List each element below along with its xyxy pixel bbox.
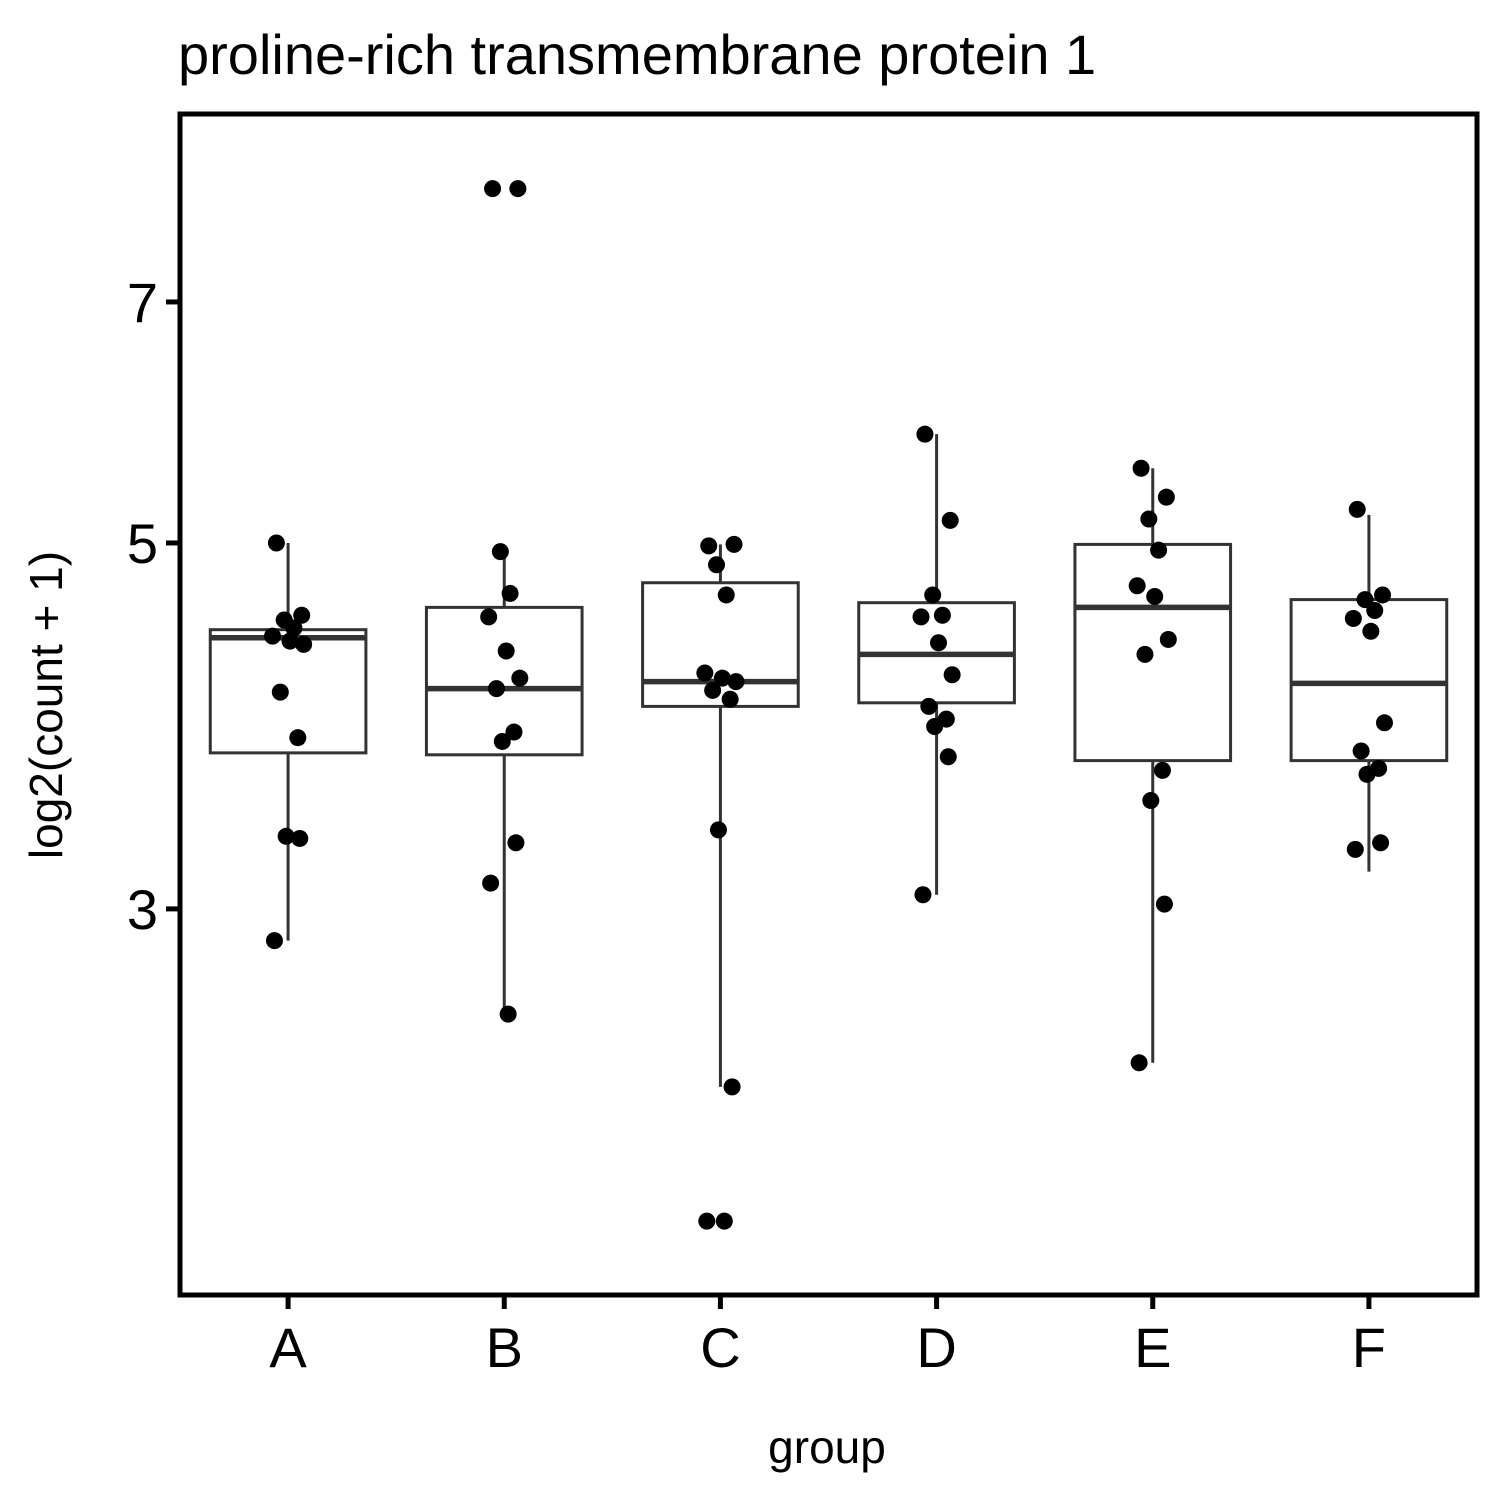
plot-marks: [208, 180, 1449, 1230]
data-point-F: [1372, 834, 1390, 852]
y-tick-label: 5: [127, 512, 158, 575]
data-point-D: [920, 697, 938, 715]
data-point-B: [499, 1005, 517, 1023]
y-tick-label: 3: [127, 878, 158, 941]
data-point-C: [721, 690, 739, 708]
data-point-E: [1159, 630, 1177, 648]
x-tick-label: D: [916, 1316, 956, 1379]
data-point-C: [725, 535, 743, 553]
box-C: [641, 581, 800, 708]
data-point-D: [930, 634, 948, 652]
data-point-B: [505, 723, 523, 741]
data-point-C: [709, 821, 727, 839]
data-point-A: [291, 829, 309, 847]
data-point-B: [511, 669, 529, 687]
data-point-C: [700, 537, 718, 555]
data-point-A: [285, 619, 303, 637]
data-point-F: [1375, 714, 1393, 732]
data-point-D: [941, 511, 959, 529]
data-point-A: [265, 932, 283, 950]
x-tick-label: F: [1352, 1316, 1386, 1379]
data-point-C: [717, 586, 735, 604]
data-point-C: [727, 673, 745, 691]
data-point-D: [914, 886, 932, 904]
data-point-A: [293, 606, 311, 624]
data-point-B: [501, 584, 519, 602]
data-point-F: [1352, 742, 1370, 760]
data-point-F: [1358, 765, 1376, 783]
x-tick-label: E: [1134, 1316, 1171, 1379]
data-point-E: [1155, 895, 1173, 913]
chart-title: proline-rich transmembrane protein 1: [178, 23, 1096, 86]
data-point-E: [1157, 488, 1175, 506]
data-point-D: [916, 425, 934, 443]
data-point-F: [1366, 602, 1384, 620]
data-point-C: [698, 1212, 716, 1230]
data-point-F: [1348, 500, 1366, 518]
data-point-B: [482, 874, 500, 892]
x-tick-label: C: [700, 1316, 740, 1379]
data-point-D: [933, 606, 951, 624]
data-point-B: [491, 543, 509, 561]
data-point-E: [1140, 510, 1158, 528]
x-axis-title: group: [768, 1421, 886, 1473]
data-point-A: [277, 827, 295, 845]
data-point-E: [1128, 577, 1146, 595]
data-point-A: [267, 534, 285, 552]
data-point-C: [704, 681, 722, 699]
data-point-C: [713, 669, 731, 687]
data-point-B: [497, 642, 515, 660]
data-point-E: [1130, 1054, 1148, 1072]
data-point-B: [509, 180, 527, 198]
data-point-C: [715, 1212, 733, 1230]
data-point-D: [943, 666, 961, 684]
data-point-F: [1362, 622, 1380, 640]
data-point-C: [708, 556, 726, 574]
data-point-C: [696, 664, 714, 682]
data-point-B: [484, 180, 502, 198]
data-point-F: [1346, 840, 1364, 858]
data-point-E: [1150, 541, 1168, 559]
plot-frame: [177, 111, 1480, 1298]
data-point-A: [289, 729, 307, 747]
data-point-E: [1132, 459, 1150, 477]
data-point-F: [1356, 591, 1374, 609]
data-point-A: [281, 632, 299, 650]
data-point-D: [939, 748, 957, 766]
data-point-F: [1374, 586, 1392, 604]
data-point-B: [480, 608, 498, 626]
data-point-F: [1344, 609, 1362, 627]
data-point-D: [926, 717, 944, 735]
data-point-A: [264, 627, 282, 645]
data-point-A: [295, 635, 313, 653]
data-point-E: [1136, 645, 1154, 663]
x-tick-label: A: [269, 1316, 307, 1379]
box-B: [424, 605, 584, 757]
data-point-D: [924, 586, 942, 604]
y-axis-title: log2(count + 1): [20, 551, 72, 859]
data-point-A: [271, 683, 289, 701]
data-point-E: [1142, 792, 1160, 810]
axes: 3 5 7 A B C D E F: [127, 271, 1386, 1379]
y-tick-label: 7: [127, 271, 158, 334]
data-point-E: [1153, 761, 1171, 779]
data-point-C: [723, 1078, 741, 1096]
data-point-B: [487, 680, 505, 698]
data-point-B: [493, 732, 511, 750]
data-point-E: [1146, 587, 1164, 605]
data-point-B: [507, 834, 525, 852]
data-point-D: [912, 608, 930, 626]
x-tick-label: B: [486, 1316, 523, 1379]
